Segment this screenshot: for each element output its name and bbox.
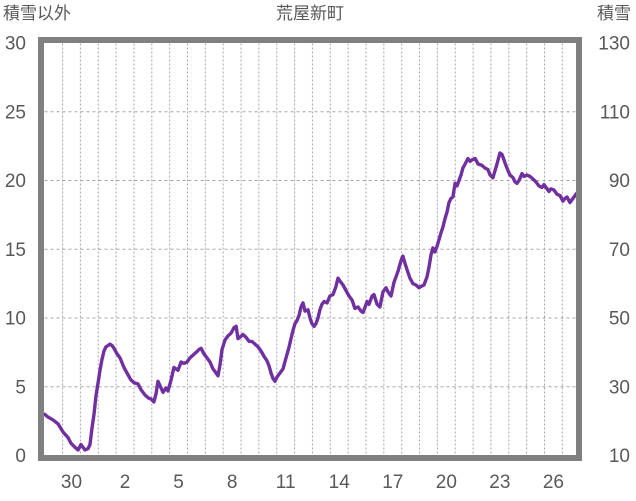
right-axis-tick-label: 90 bbox=[609, 171, 630, 192]
x-axis-tick-label: 8 bbox=[227, 472, 238, 493]
plot-border bbox=[38, 37, 582, 461]
right-axis-tick-label: 10 bbox=[609, 446, 630, 467]
x-axis-tick-label: 17 bbox=[382, 472, 403, 493]
x-axis-tick-label: 23 bbox=[489, 472, 510, 493]
right-axis-tick-label: 30 bbox=[609, 377, 630, 398]
left-axis-tick-label: 5 bbox=[15, 377, 26, 398]
left-axis-tick-label: 0 bbox=[15, 446, 26, 467]
snow-depth-line bbox=[43, 151, 579, 452]
left-axis-tick-label: 30 bbox=[5, 34, 26, 55]
left-axis-title: 積雪以外 bbox=[3, 4, 71, 23]
chart-title: 荒屋新町 bbox=[276, 4, 344, 23]
right-axis-tick-label: 110 bbox=[600, 102, 630, 123]
x-axis-tick-label: 26 bbox=[543, 472, 564, 493]
left-axis-tick-label: 25 bbox=[5, 102, 26, 123]
x-axis-tick-label: 30 bbox=[61, 472, 82, 493]
left-axis-tick-label: 10 bbox=[5, 309, 26, 330]
right-axis-tick-label: 50 bbox=[609, 309, 630, 330]
x-axis-tick-label: 11 bbox=[276, 472, 296, 493]
right-axis-tick-label: 70 bbox=[609, 240, 630, 261]
x-axis-tick-label: 5 bbox=[173, 472, 184, 493]
x-axis-tick-label: 14 bbox=[329, 472, 351, 493]
x-axis-tick-label: 20 bbox=[436, 472, 457, 493]
right-axis-title: 積雪 bbox=[597, 4, 631, 23]
x-axis-tick-label: 2 bbox=[120, 472, 131, 493]
left-axis-tick-label: 15 bbox=[5, 240, 26, 261]
left-axis-tick-label: 20 bbox=[5, 171, 26, 192]
right-axis-tick-label: 130 bbox=[598, 34, 630, 55]
